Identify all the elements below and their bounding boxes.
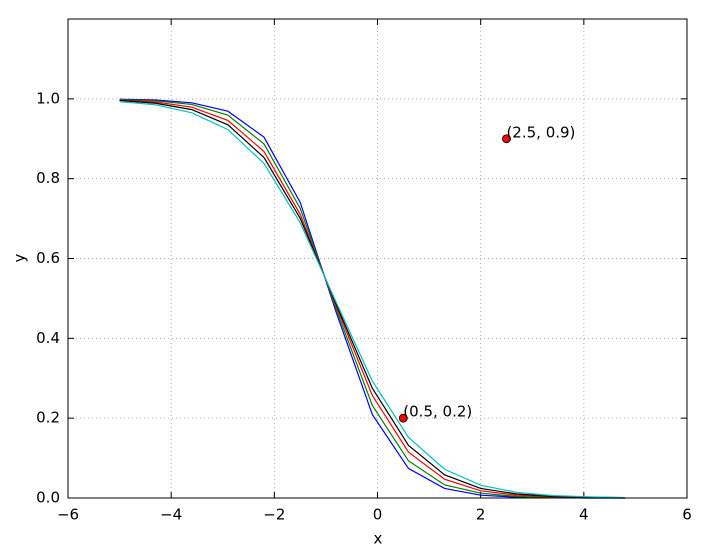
y-tick-label: 0.2 — [36, 409, 60, 427]
point-label: (0.5, 0.2) — [403, 403, 472, 421]
y-axis-label: y — [11, 253, 29, 262]
line-series — [119, 99, 626, 499]
line-series — [119, 99, 626, 499]
x-tick-label: −6 — [57, 506, 79, 524]
y-tick-label: 0.0 — [36, 489, 60, 507]
line-series — [119, 99, 626, 499]
y-tick-label: 0.6 — [36, 249, 60, 267]
x-tick-label: −2 — [263, 506, 285, 524]
point — [398, 413, 408, 423]
y-tick-label: 0.8 — [36, 169, 60, 187]
point-label: (2.5, 0.9) — [506, 123, 575, 141]
x-tick-label: −4 — [160, 506, 182, 524]
y-tick-label: 1.0 — [36, 89, 60, 107]
x-axis-label: x — [374, 530, 383, 548]
point — [502, 134, 511, 144]
y-tick-label: 0.4 — [36, 329, 60, 347]
x-tick-label: 6 — [682, 506, 692, 524]
line-series — [119, 101, 626, 499]
x-tick-label: 2 — [476, 506, 486, 524]
plot-frame — [67, 18, 688, 499]
x-tick-label: 4 — [579, 506, 589, 524]
x-tick-label: 0 — [373, 506, 383, 524]
